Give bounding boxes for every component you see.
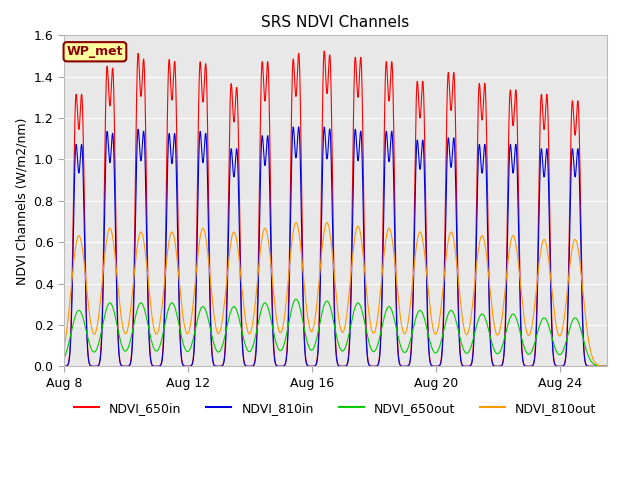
Line: NDVI_650in: NDVI_650in [64, 51, 607, 366]
NDVI_650in [321, 48, 328, 54]
NDVI_810in [295, 124, 303, 130]
NDVI_650in [326, 54, 333, 60]
NDVI_650in [93, 363, 100, 369]
NDVI_650in [60, 363, 68, 369]
NDVI_810out [166, 232, 174, 238]
Legend: NDVI_650in, NDVI_810in, NDVI_650out, NDVI_810out: NDVI_650in, NDVI_810in, NDVI_650out, NDV… [69, 396, 602, 420]
NDVI_810in [574, 146, 582, 152]
NDVI_810in [60, 363, 68, 369]
Line: NDVI_650out: NDVI_650out [64, 299, 607, 366]
Title: SRS NDVI Channels: SRS NDVI Channels [261, 15, 410, 30]
NDVI_650out [63, 349, 70, 355]
Line: NDVI_810out: NDVI_810out [64, 223, 607, 366]
NDVI_810out [83, 283, 90, 288]
Text: WP_met: WP_met [67, 45, 123, 58]
NDVI_650out [292, 296, 300, 302]
NDVI_810out [63, 330, 70, 336]
NDVI_650out [166, 301, 174, 307]
Line: NDVI_810in: NDVI_810in [64, 127, 607, 366]
NDVI_810in [63, 363, 70, 369]
NDVI_650out [574, 318, 582, 324]
NDVI_810in [166, 144, 174, 149]
NDVI_810out [574, 245, 582, 251]
NDVI_810out [60, 345, 68, 351]
NDVI_810in [93, 363, 100, 369]
NDVI_810in [603, 363, 611, 369]
NDVI_810in [326, 128, 333, 133]
NDVI_810out [603, 363, 611, 369]
NDVI_650in [603, 363, 611, 369]
NDVI_810in [83, 322, 90, 328]
NDVI_650out [83, 329, 90, 335]
NDVI_650out [93, 347, 100, 353]
NDVI_650in [574, 98, 582, 104]
NDVI_650out [603, 363, 611, 369]
NDVI_650in [166, 74, 174, 80]
NDVI_810out [93, 327, 100, 333]
NDVI_810out [326, 227, 333, 232]
NDVI_650out [326, 301, 333, 307]
NDVI_650in [63, 363, 70, 369]
Y-axis label: NDVI Channels (W/m2/nm): NDVI Channels (W/m2/nm) [15, 117, 28, 285]
NDVI_810out [323, 220, 331, 226]
NDVI_650out [60, 356, 68, 361]
NDVI_650in [83, 313, 90, 319]
